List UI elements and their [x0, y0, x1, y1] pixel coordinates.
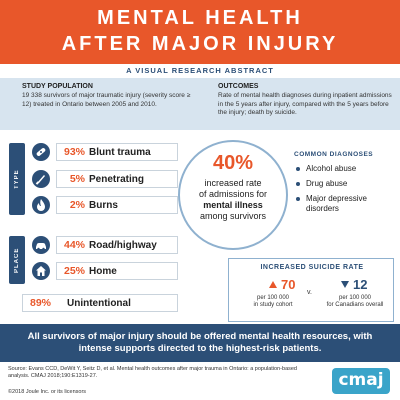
house-icon — [32, 262, 50, 280]
list-item: Alcohol abuse — [296, 164, 398, 174]
arrow-down-icon — [341, 281, 349, 288]
stat-road-highway: 44% Road/highway — [56, 236, 178, 254]
subtitle: A VISUAL RESEARCH ABSTRACT — [126, 66, 274, 75]
bullet-icon — [296, 197, 300, 201]
bullet-icon — [296, 182, 300, 186]
key-finding-circle: 40% increased rate of admissions for men… — [178, 140, 288, 250]
stat-pct: 2% — [69, 199, 85, 211]
bullet-icon — [296, 167, 300, 171]
car-icon — [32, 236, 50, 254]
study-population-text: 19 338 survivors of major traumatic inju… — [22, 92, 191, 108]
stat-label: Road/highway — [89, 239, 157, 251]
common-diagnoses-heading: COMMON DIAGNOSES — [294, 151, 374, 158]
key-finding-line-1: increased rate — [204, 178, 262, 188]
knife-icon — [32, 170, 50, 188]
study-info-band: STUDY POPULATION 19 338 survivors of maj… — [0, 78, 400, 130]
header-banner: MENTAL HEALTH AFTER MAJOR INJURY — [0, 0, 400, 64]
diagnosis-label: Alcohol abuse — [306, 164, 357, 173]
stat-blunt-trauma: 93% Blunt trauma — [56, 143, 178, 161]
stat-label: Home — [89, 265, 117, 277]
cohort-suicide-desc: per 100 000 in study cohort — [237, 295, 309, 309]
type-group-label: TYPE — [14, 169, 20, 189]
key-message-banner: All survivors of major injury should be … — [0, 324, 400, 362]
stat-pct: 44% — [63, 239, 85, 251]
stat-label: Unintentional — [67, 297, 131, 309]
study-population: STUDY POPULATION 19 338 survivors of maj… — [22, 83, 192, 109]
key-finding-line-2: of admissions for — [198, 189, 268, 199]
diagnosis-label: Drug abuse — [306, 179, 348, 188]
canada-suicide-value: 12 — [353, 277, 368, 292]
outcomes-heading: OUTCOMES — [218, 83, 259, 90]
stat-burns: 2% Burns — [56, 196, 178, 214]
source-citation: Source: Evans CCD, DeWit Y, Seitz D, et … — [8, 366, 297, 379]
stat-home: 25% Home — [56, 262, 178, 280]
cohort-suicide-value: 70 — [281, 277, 296, 292]
canada-desc: for Canadians overall — [326, 302, 384, 308]
stat-pct: 25% — [63, 265, 85, 277]
key-finding-line-4: among survivors — [199, 211, 267, 221]
stat-unintentional: 89% Unintentional — [22, 294, 178, 312]
stat-penetrating: 5% Penetrating — [56, 170, 178, 188]
cohort-desc: in study cohort — [253, 302, 293, 308]
stat-label: Burns — [89, 199, 118, 211]
versus-label: v. — [307, 289, 312, 296]
stat-label: Blunt trauma — [89, 146, 151, 158]
cohort-unit: per 100 000 — [256, 295, 290, 301]
copyright: ©2018 Joule Inc. or its licensors — [8, 389, 87, 395]
place-group-label: PLACE — [14, 247, 20, 273]
outcomes-text: Rate of mental health diagnoses during i… — [218, 92, 392, 116]
common-diagnoses-list: Alcohol abuse Drug abuse Major depressiv… — [296, 164, 398, 219]
suicide-rate-heading: INCREASED SUICIDE RATE — [260, 264, 364, 271]
diagnosis-label: Major depressive disorders — [306, 194, 367, 213]
canada-suicide-desc: per 100 000 for Canadians overall — [317, 295, 393, 309]
stat-pct: 89% — [29, 297, 51, 309]
study-population-heading: STUDY POPULATION — [22, 83, 93, 90]
stat-pct: 5% — [69, 173, 85, 185]
title-line-2: AFTER MAJOR INJURY — [61, 33, 339, 55]
arrow-up-icon — [269, 281, 277, 288]
list-item: Drug abuse — [296, 179, 398, 189]
type-group-bar — [9, 143, 25, 215]
key-finding-text: increased rate of admissions for mental … — [180, 178, 286, 222]
place-group-bar — [9, 236, 25, 284]
stat-pct: 93% — [63, 146, 85, 158]
outcomes: OUTCOMES Rate of mental health diagnoses… — [218, 83, 394, 118]
key-finding-pct: 40% — [212, 152, 254, 174]
title-line-1: MENTAL HEALTH — [97, 7, 303, 29]
key-finding-line-3: mental illness — [203, 200, 263, 210]
suicide-rate-box: INCREASED SUICIDE RATE 70 per 100 000 in… — [228, 258, 394, 322]
bandage-icon — [32, 143, 50, 161]
canada-unit: per 100 000 — [338, 295, 372, 301]
flame-icon — [32, 196, 50, 214]
list-item: Major depressive disorders — [296, 194, 398, 214]
stat-label: Penetrating — [89, 173, 145, 185]
cmaj-logo: cmaj — [332, 368, 390, 394]
